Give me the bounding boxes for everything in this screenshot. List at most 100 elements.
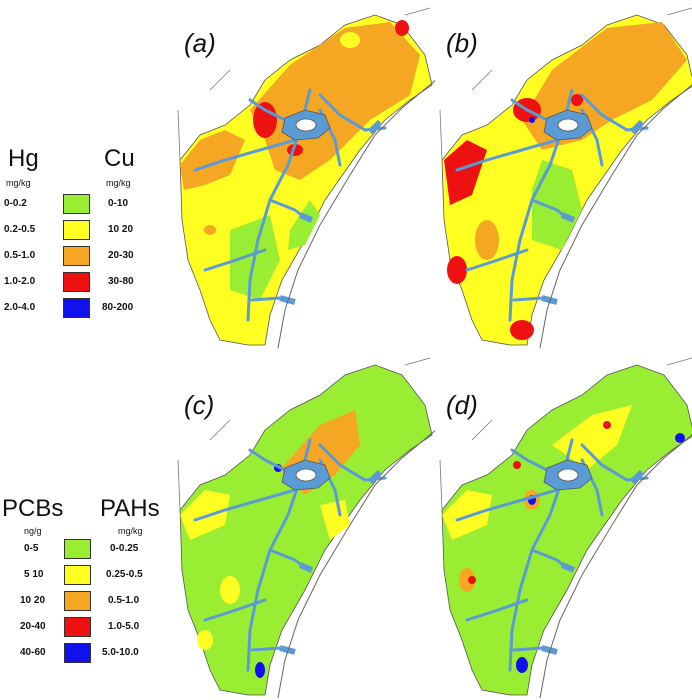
hotspot-red (468, 576, 476, 584)
coastline (539, 84, 692, 349)
hotspot-blue (516, 657, 528, 673)
legend-swatch (63, 298, 90, 318)
legend-left-label: 2.0-4.0 (4, 302, 36, 313)
legend-left-title: Hg (8, 145, 39, 172)
panel-label-d: (d) (446, 390, 478, 420)
coastline (539, 434, 692, 699)
legend-right-title: Cu (104, 145, 135, 172)
legend-left-label: 0.5-1.0 (4, 250, 36, 261)
venice-historic-centre (295, 118, 317, 132)
legend-swatch (64, 617, 91, 637)
legend-swatch (64, 565, 91, 585)
panel-label-c: (c) (184, 390, 215, 420)
hotspot-red (571, 94, 583, 106)
map-panel-c (177, 357, 435, 699)
panel-label-b: (b) (446, 28, 478, 58)
hotspot-red (395, 20, 409, 36)
sea-inlet (298, 212, 314, 223)
legend-left-title: PCBs (2, 495, 64, 522)
zone-green (288, 200, 320, 250)
patch-yellow (197, 630, 213, 650)
coastline (277, 80, 435, 349)
legend-class-row: 0.2-0.5 10 20 (0, 220, 175, 242)
legend-right-label: 5.0-10.0 (102, 647, 139, 658)
sea-inlet (367, 119, 383, 135)
legend-left-label: 0-5 (24, 543, 39, 554)
hotspot-red (603, 421, 611, 429)
hotspot-blue (529, 117, 535, 123)
legend-swatch (63, 246, 90, 266)
zone-orange (180, 130, 245, 190)
legend-right-title: PAHs (100, 495, 160, 522)
zone-yellow (320, 500, 350, 540)
lagoon-land (179, 364, 433, 696)
sea-inlet (560, 212, 576, 223)
lagoon-channel (510, 448, 549, 472)
zone-yellow (552, 405, 632, 470)
legend-right-label: 0-10 (108, 198, 129, 209)
sea-inlet (629, 119, 645, 135)
lagoon-channel (193, 138, 297, 172)
legend-class-row: 40-60 5.0-10.0 (0, 643, 175, 665)
zone-orange (475, 220, 499, 260)
legend-swatch (63, 194, 90, 214)
legend-right-label: 0.25-0.5 (106, 569, 143, 580)
legend-right-label: 10 20 (108, 224, 134, 235)
legend-right-unit: mg/kg (118, 526, 143, 536)
hotspot-red (513, 461, 521, 469)
legend-class-row: 2.0-4.0 80-200 (0, 298, 175, 320)
hotspot-blue (255, 662, 265, 678)
mainland-border (439, 357, 692, 511)
map-panel-a (177, 7, 435, 349)
sea-inlet (279, 645, 296, 655)
patch-yellow (220, 576, 240, 604)
mainland-border (177, 7, 431, 161)
panel-label-a: (a) (184, 28, 216, 58)
legend-right-unit: mg/kg (106, 178, 131, 188)
legend-swatch (64, 539, 91, 559)
legend-pcb-pah: PCBs PAHs ng/g mg/kg 0-5 0-0.25 5 10 0.2… (0, 495, 175, 680)
legend-swatch (63, 220, 90, 240)
legend-right-label: 80-200 (102, 302, 134, 313)
legend-left-label: 10 20 (20, 595, 46, 606)
hotspot-red (510, 320, 534, 340)
legend-class-row: 0-0.2 0-10 (0, 194, 175, 216)
lagoon-channel (510, 98, 549, 122)
lagoon-channel (203, 248, 267, 272)
venice-historic-centre (557, 468, 579, 482)
legend-left-unit: ng/g (24, 526, 42, 536)
legend-left-label: 0-0.2 (4, 198, 27, 209)
legend-right-label: 0.5-1.0 (108, 595, 140, 606)
legend-right-label: 1.0-5.0 (108, 621, 140, 632)
mainland-border (177, 357, 431, 511)
sea-inlet (541, 295, 558, 305)
lagoon-channel (455, 138, 559, 172)
legend-swatch (64, 591, 91, 611)
legend-left-label: 40-60 (20, 647, 46, 658)
lagoon-channel (248, 448, 287, 472)
zone-red (444, 140, 487, 205)
legend-class-row: 20-40 1.0-5.0 (0, 617, 175, 639)
lagoon-channel (465, 248, 529, 272)
zone-green (532, 160, 582, 250)
hotspot-red (253, 102, 277, 138)
legend-hg-cu: Hg Cu mg/kg mg/kg 0-0.2 0-10 0.2-0.5 10 … (0, 145, 175, 335)
lagoon-land (441, 364, 692, 696)
legend-class-row: 0.5-1.0 20-30 (0, 246, 175, 268)
legend-right-label: 20-30 (108, 250, 134, 261)
legend-swatch (64, 643, 91, 663)
sea-inlet (560, 562, 576, 573)
zone-yellow (180, 490, 230, 540)
sea-inlet (629, 469, 645, 485)
lagoon-channel (465, 598, 529, 622)
venice-historic-centre (295, 468, 317, 482)
hotspot-blue (675, 433, 685, 443)
sea-inlet (298, 562, 314, 573)
legend-class-row: 0-5 0-0.25 (0, 539, 175, 561)
legend-swatch (63, 272, 90, 292)
legend-right-label: 0-0.25 (110, 543, 139, 554)
legend-left-label: 1.0-2.0 (4, 276, 36, 287)
legend-left-label: 20-40 (20, 621, 46, 632)
lagoon-channel (203, 598, 267, 622)
zone-yellow (442, 490, 492, 540)
